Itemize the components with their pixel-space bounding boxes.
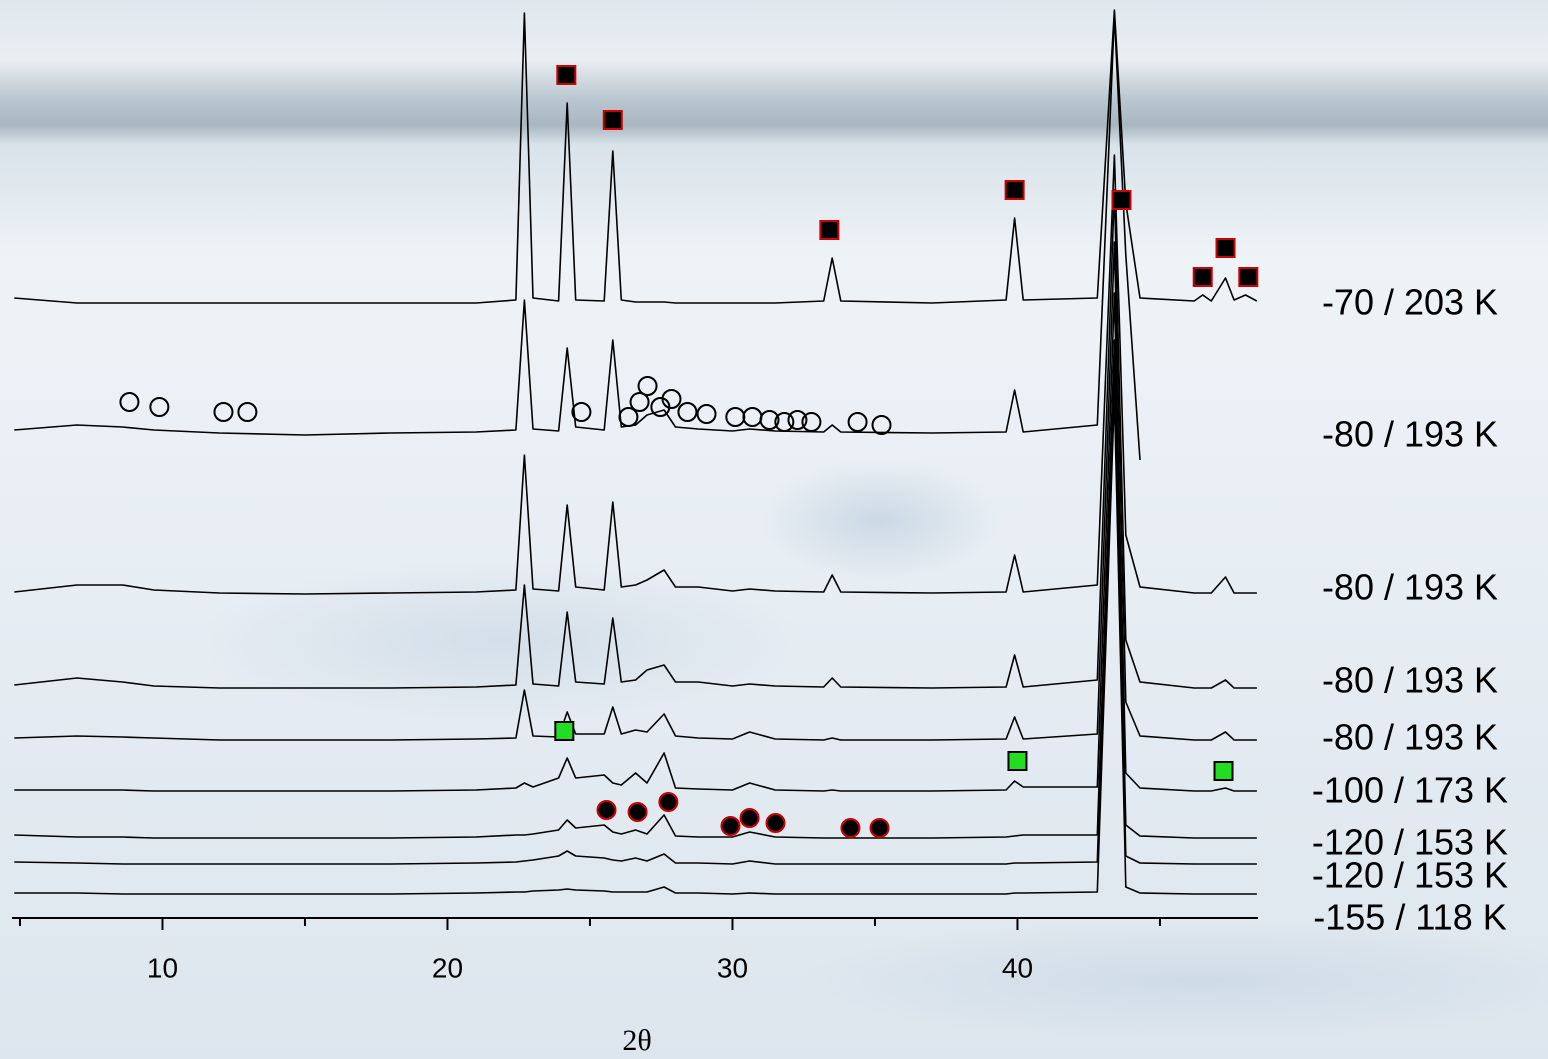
- marker: [698, 405, 716, 423]
- x-tick-label: 30: [717, 952, 748, 983]
- marker: [1112, 191, 1130, 209]
- marker: [120, 393, 138, 411]
- marker: [659, 793, 677, 811]
- trace: [14, 190, 1257, 688]
- x-axis-label: 2θ: [622, 1024, 651, 1057]
- x-tick-label: 20: [432, 952, 463, 983]
- x-tick-label: 40: [1002, 952, 1033, 983]
- trace: [14, 242, 1257, 740]
- marker: [743, 408, 761, 426]
- trace-label: -70 / 203 K: [1322, 282, 1498, 323]
- trace: [14, 155, 1257, 594]
- marker: [598, 801, 616, 819]
- marker: [871, 819, 889, 837]
- marker: [572, 403, 590, 421]
- marker: [678, 403, 696, 421]
- marker: [557, 66, 575, 84]
- marker: [1008, 752, 1026, 770]
- trace: [14, 366, 1257, 864]
- marker: [238, 403, 256, 421]
- trace-label: -80 / 193 K: [1322, 414, 1498, 455]
- marker: [741, 809, 759, 827]
- marker: [841, 819, 859, 837]
- trace: [14, 15, 1140, 460]
- chart: 2θ 10 20 30 40 -70 / 203 K -80 / 193 K -80 / 1…: [0, 0, 1548, 1059]
- trace: [14, 293, 1257, 791]
- marker: [849, 413, 867, 431]
- marker: [1215, 762, 1233, 780]
- marker: [802, 413, 820, 431]
- marker: [639, 377, 657, 395]
- trace: [14, 340, 1257, 838]
- marker: [1194, 268, 1212, 286]
- marker: [767, 814, 785, 832]
- trace-label: -100 / 173 K: [1312, 770, 1508, 811]
- marker: [604, 111, 622, 129]
- x-tick-label: 10: [147, 952, 178, 983]
- page: {"chart_data": {"type": "line", "xlabel"…: [0, 0, 1548, 1059]
- marker: [873, 416, 891, 434]
- marker: [214, 403, 232, 421]
- trace-label: -80 / 193 K: [1322, 567, 1498, 608]
- trace-label: -80 / 193 K: [1322, 660, 1498, 701]
- marker: [721, 817, 739, 835]
- marker: [726, 408, 744, 426]
- trace-label: -120 / 153 K: [1312, 855, 1508, 896]
- marker: [1006, 181, 1024, 199]
- marker: [820, 221, 838, 239]
- marker: [1217, 239, 1235, 257]
- marker: [629, 803, 647, 821]
- marker: [555, 722, 573, 740]
- marker: [1239, 268, 1257, 286]
- marker: [150, 398, 168, 416]
- trace-label: -155 / 118 K: [1313, 897, 1506, 938]
- trace-label: -80 / 193 K: [1322, 717, 1498, 758]
- trace: [14, 10, 1257, 303]
